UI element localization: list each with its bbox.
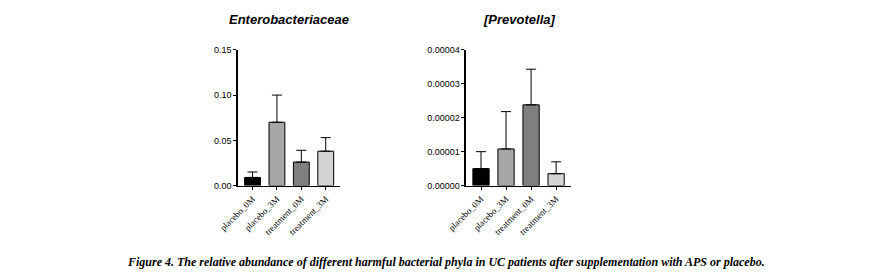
svg-text:Figure 4. The relative abundan: Figure 4. The relative abundance of diff… (127, 255, 765, 269)
svg-text:placebo_3M: placebo_3M (472, 194, 511, 233)
svg-text:placebo_0M: placebo_0M (447, 194, 486, 233)
svg-text:treatment_0M: treatment_0M (263, 194, 306, 237)
svg-text:treatment_3M: treatment_3M (287, 194, 330, 237)
svg-text:0.00002: 0.00002 (427, 113, 460, 123)
svg-text:0.00: 0.00 (214, 181, 232, 191)
svg-text:0.15: 0.15 (214, 45, 232, 55)
svg-text:0.10: 0.10 (214, 90, 232, 100)
svg-text:0.05: 0.05 (214, 136, 232, 146)
svg-text:0.00000: 0.00000 (427, 181, 460, 191)
svg-text:[Prevotella]: [Prevotella] (483, 12, 555, 27)
svg-text:treatment_0M: treatment_0M (493, 194, 536, 237)
svg-text:placebo_3M: placebo_3M (243, 194, 282, 233)
svg-text:placebo_0M: placebo_0M (218, 194, 257, 233)
svg-text:0.00001: 0.00001 (427, 147, 460, 157)
svg-text:Enterobacteriaceae: Enterobacteriaceae (229, 12, 349, 27)
svg-text:0.00004: 0.00004 (427, 45, 460, 55)
svg-text:0.00003: 0.00003 (427, 79, 460, 89)
svg-text:treatment_3M: treatment_3M (518, 194, 561, 237)
